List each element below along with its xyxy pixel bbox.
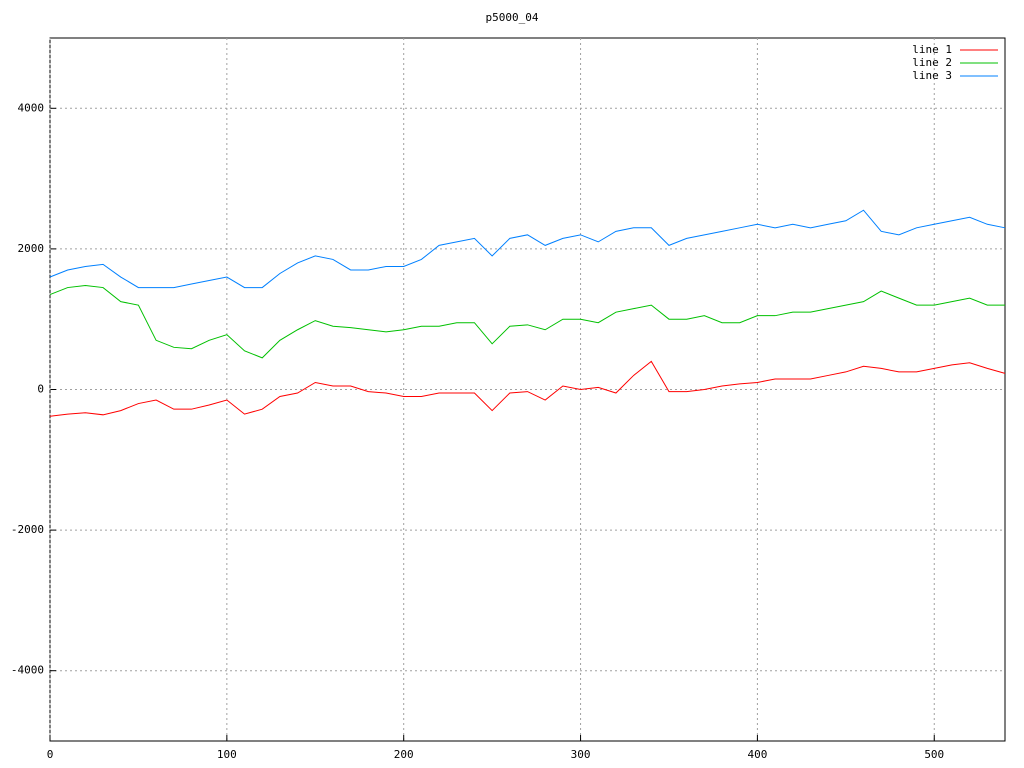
y-tick-label: 4000 xyxy=(18,101,45,114)
x-tick-label: 300 xyxy=(571,748,591,761)
x-tick-label: 500 xyxy=(924,748,944,761)
series-line xyxy=(49,360,1006,417)
x-tick-label: 0 xyxy=(47,748,54,761)
x-tick-label: 400 xyxy=(747,748,767,761)
legend-label: line 3 xyxy=(912,69,952,82)
series-line xyxy=(49,284,1005,359)
y-tick-label: 0 xyxy=(37,383,44,396)
x-tick-label: 100 xyxy=(217,748,237,761)
y-tick-label: -2000 xyxy=(11,523,44,536)
x-tick-label: 200 xyxy=(394,748,414,761)
chart-title: p5000_04 xyxy=(486,11,539,24)
y-tick-label: 2000 xyxy=(18,242,45,255)
series-line xyxy=(49,209,1006,289)
legend-label: line 1 xyxy=(912,43,952,56)
legend-label: line 2 xyxy=(912,56,952,69)
y-tick-label: -4000 xyxy=(11,664,44,677)
